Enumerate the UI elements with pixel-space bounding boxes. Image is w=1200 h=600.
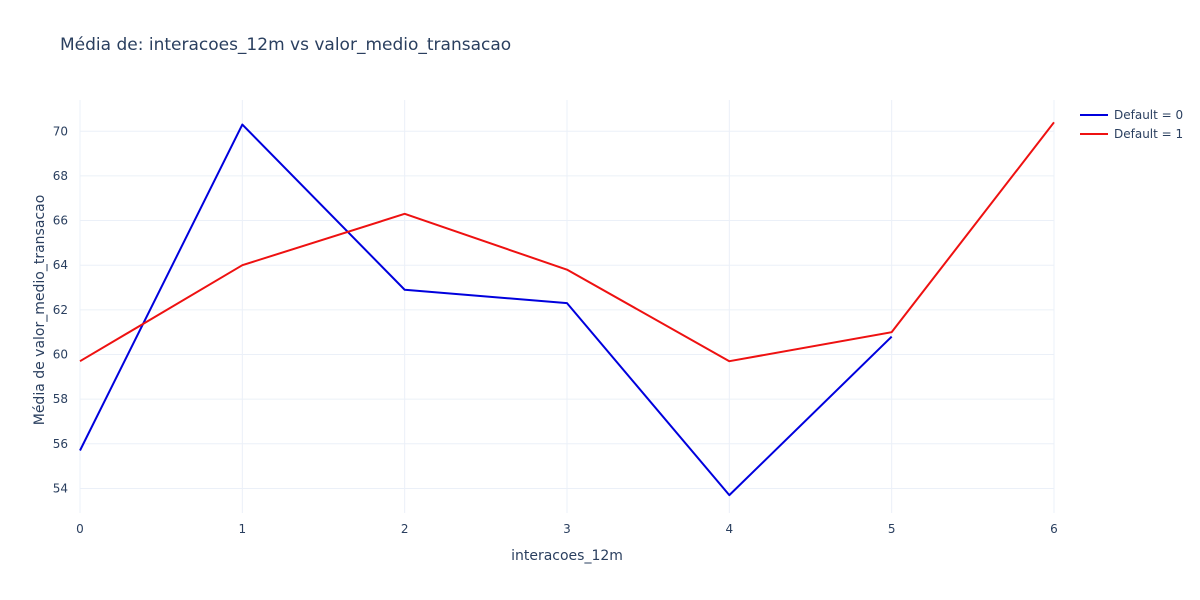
legend-label: Default = 0	[1114, 108, 1183, 122]
grid-layer	[79, 100, 1055, 513]
legend-label: Default = 1	[1114, 127, 1183, 141]
chart-title: Média de: interacoes_12m vs valor_medio_…	[60, 35, 511, 55]
y-tick-label: 64	[53, 258, 68, 272]
series-layer	[79, 121, 1055, 497]
x-axis-ticks: 0 1 2 3 4 5 6	[76, 522, 1058, 536]
x-axis-title: interacoes_12m	[511, 548, 623, 564]
y-tick-label: 60	[53, 347, 68, 361]
series-line-default-1[interactable]	[79, 121, 1055, 363]
x-tick-label: 6	[1050, 522, 1058, 536]
series-line-default-0[interactable]	[79, 123, 893, 497]
x-tick-label: 1	[239, 522, 247, 536]
x-tick-label: 5	[888, 522, 896, 536]
y-tick-label: 70	[53, 124, 68, 138]
y-axis-title: Média de valor_medio_transacao	[32, 195, 48, 426]
x-tick-label: 2	[401, 522, 409, 536]
y-tick-label: 54	[53, 481, 68, 495]
y-axis-ticks: 54 56 58 60 62 64 66 68 70	[53, 124, 68, 495]
legend[interactable]: Default = 0 Default = 1	[1080, 108, 1183, 141]
y-tick-label: 62	[53, 303, 68, 317]
y-tick-label: 66	[53, 214, 68, 228]
y-tick-label: 68	[53, 169, 68, 183]
x-tick-label: 0	[76, 522, 84, 536]
legend-item-1[interactable]: Default = 1	[1080, 127, 1183, 141]
y-tick-label: 58	[53, 392, 68, 406]
x-tick-label: 3	[563, 522, 571, 536]
legend-item-0[interactable]: Default = 0	[1080, 108, 1183, 122]
x-tick-label: 4	[726, 522, 734, 536]
y-tick-label: 56	[53, 437, 68, 451]
